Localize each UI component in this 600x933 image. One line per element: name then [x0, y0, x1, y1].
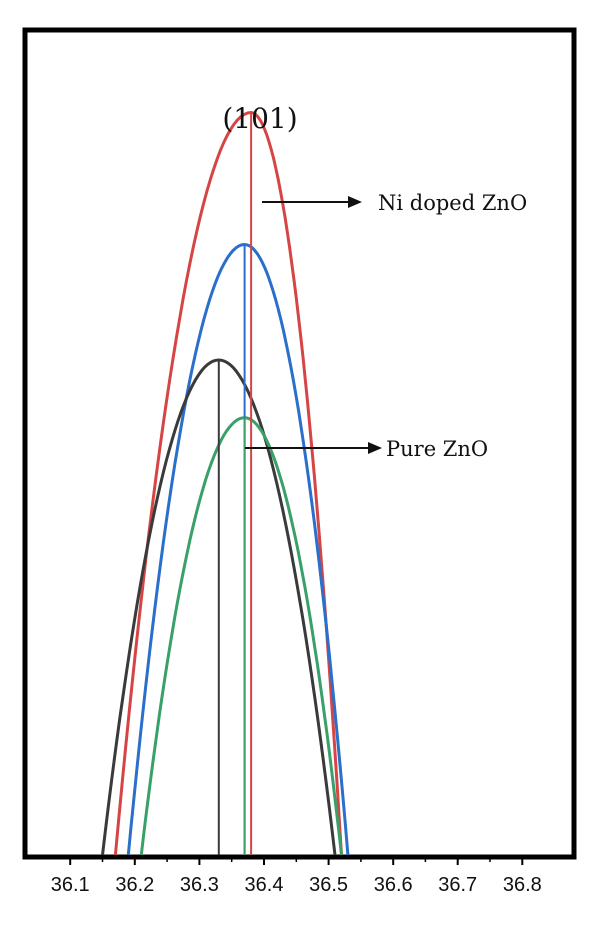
x-tick-label-4: 36.5 — [309, 874, 348, 896]
peak-lines-layer — [217, 112, 253, 855]
ni-arrow-head — [348, 196, 362, 208]
x-tick-label-0: 36.1 — [51, 874, 90, 896]
peak-label: (101) — [222, 102, 297, 135]
plot-frame — [22, 27, 577, 860]
pure-zno-label: Pure ZnO — [386, 437, 488, 461]
x-tick-label-6: 36.7 — [438, 874, 477, 896]
x-tick-label-7: 36.8 — [503, 874, 542, 896]
x-tick-label-3: 36.4 — [245, 874, 284, 896]
x-tick-label-5: 36.6 — [374, 874, 413, 896]
x-tick-label-1: 36.2 — [115, 874, 154, 896]
x-ticks-layer: 36.1 36.2 36.3 36.4 36.5 36.6 36.7 36.8 — [51, 857, 542, 896]
x-tick-label-2: 36.3 — [180, 874, 219, 896]
pure-arrow-head — [368, 442, 382, 454]
ni-doped-label: Ni doped ZnO — [378, 191, 527, 215]
